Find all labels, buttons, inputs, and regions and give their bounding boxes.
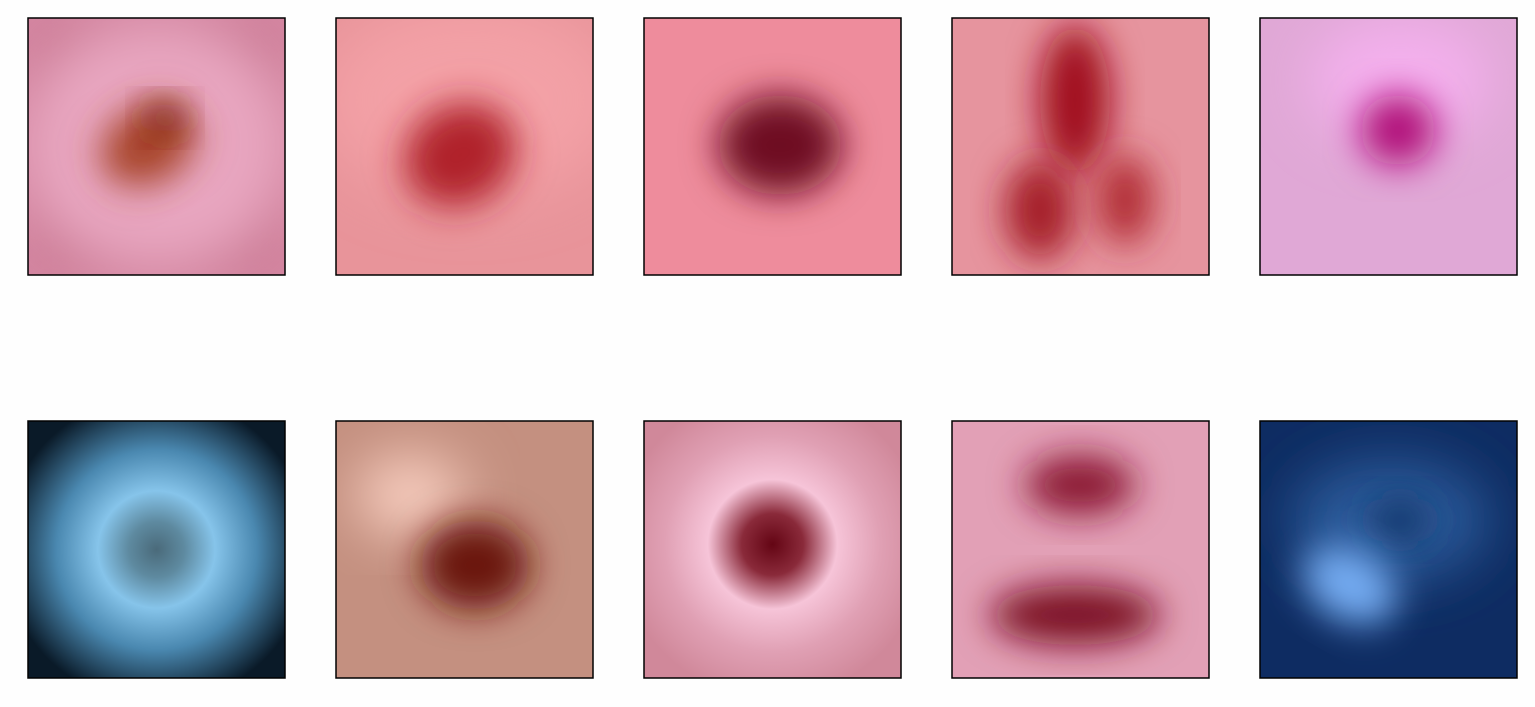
image-panel	[644, 421, 901, 678]
panel-frames	[27, 17, 1518, 679]
image-panel	[28, 18, 285, 275]
image-panel	[28, 421, 285, 678]
image-panel	[336, 18, 593, 275]
image-panel	[336, 421, 593, 678]
image-panel	[1260, 18, 1517, 275]
image-panel	[1260, 421, 1517, 678]
image-panel	[952, 421, 1209, 678]
image-panel	[644, 18, 901, 275]
image-panel	[952, 18, 1209, 275]
